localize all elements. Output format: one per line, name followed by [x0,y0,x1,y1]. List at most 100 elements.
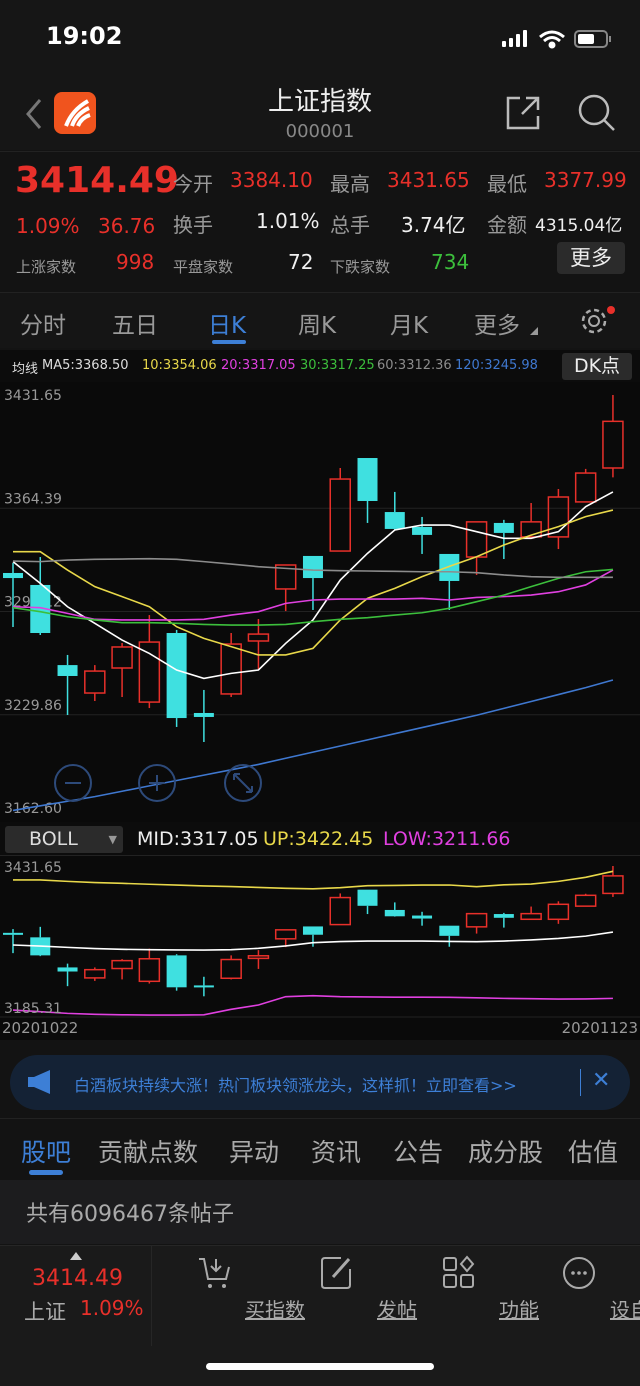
y-tick-label: 3431.65 [4,388,62,404]
tab-intraday[interactable]: 分时 [20,313,66,339]
close-icon[interactable]: ✕ [592,1068,611,1093]
wifi-icon [539,30,565,49]
candle-up [220,643,242,695]
status-time: 19:02 [46,22,123,50]
candle-down [493,522,514,533]
line-mid [12,931,614,951]
candle-down [3,932,23,935]
ma120-value: 120:3245.98 [455,358,538,373]
boll-header: BOLL ▼ MID:3317.05 UP:3422.45 LOW:3211.66 [0,822,640,855]
tab-announcements[interactable]: 公告 [393,1138,444,1167]
up-count-label: 上涨家数 [16,258,77,276]
tab-news[interactable]: 资讯 [311,1138,362,1167]
settings-icon[interactable] [578,304,618,338]
low-value: 3377.99 [544,168,627,192]
status-bar: 19:02 [0,0,640,75]
banner-text[interactable]: 白酒板块持续大涨！热门板块领涨龙头，这样抓！立即查看>> [74,1076,517,1095]
line-ma60 [12,557,613,579]
candle-up [574,472,597,503]
candle-down [166,955,187,988]
amount-value: 4315.04亿 [535,216,623,236]
candle-down [30,584,51,634]
content-tabs: 股吧 贡献点数 异动 资讯 公告 成分股 估值 [0,1118,640,1178]
ma10-value: 10:3354.06 [142,358,217,373]
down-count-label: 下跌家数 [330,258,391,276]
zoom-button-ring [224,764,262,802]
candle-down [302,926,323,935]
candle-up [574,894,597,907]
y-tick-label: 3229.86 [4,698,62,714]
promo-banner[interactable]: 白酒板块持续大涨！热门板块领涨龙头，这样抓！立即查看>> ✕ [10,1055,630,1110]
candle-up [111,646,133,669]
tab-valuation[interactable]: 估值 [568,1138,619,1167]
tab-more-periods[interactable]: 更多 [474,313,520,339]
tab-constituents[interactable]: 成分股 [468,1138,544,1167]
volume-value: 3.74亿 [401,213,466,237]
up-arrow-icon [70,1252,82,1260]
turnover-value: 1.01% [256,209,320,233]
zoom-plus-icon[interactable] [138,764,176,802]
tab-contribution[interactable]: 贡献点数 [98,1138,199,1167]
candle-down [3,572,23,579]
candle-up [547,903,570,921]
tab-weekly-k[interactable]: 周K [298,313,337,339]
grid-icon [443,1255,475,1288]
candle-down [193,712,214,717]
share-icon[interactable] [504,94,542,132]
line-ma10 [13,509,614,656]
index-summary[interactable]: 3414.49 上证 1.09% [0,1246,152,1346]
indicator-select[interactable]: BOLL ▼ [5,826,123,853]
bottom-index-name: 上证 [24,1300,66,1324]
dk-points-button[interactable]: DK点 [562,353,632,380]
post-count: 共有6096467条帖子 [0,1180,640,1244]
x-tick-label: 20201123 [562,1019,638,1037]
line-low [12,994,613,1016]
dropdown-triangle-icon [530,327,538,335]
line-ma30 [12,568,614,626]
line-ma120 [12,679,614,812]
candle-up [602,875,624,895]
candle-up [84,670,106,694]
back-icon[interactable] [22,97,46,131]
candle-down [166,633,187,719]
open-label: 今开 [173,172,213,196]
flat-count-label: 平盘家数 [173,258,234,276]
tab-guba[interactable]: 股吧 [21,1138,72,1167]
buy-index-label: 买指数 [245,1298,305,1322]
high-value: 3431.65 [387,168,470,192]
line-ma5 [12,491,614,680]
more-quote-button[interactable]: 更多 [557,242,625,274]
candle-down [357,458,378,501]
zoom-expand-icon[interactable] [224,764,262,802]
bottom-bar: 3414.49 上证 1.09% 买指数 发帖 功能 设自选 [0,1245,640,1386]
bottom-price: 3414.49 [32,1266,123,1291]
banner-divider [580,1069,581,1096]
stock-code: 000001 [285,121,355,142]
line-up [13,870,614,890]
quote-panel: 3414.49 1.09% 36.76 今开 3384.10 最高 3431.6… [0,151,640,290]
tab-monthly-k[interactable]: 月K [390,313,429,339]
tab-movers[interactable]: 异动 [229,1138,280,1167]
candle-up [329,478,351,552]
candle-down [493,914,514,918]
high-label: 最高 [330,172,370,196]
tab-five-day[interactable]: 五日 [112,313,158,339]
candle-up [274,929,297,940]
x-tick-label: 20201022 [2,1019,78,1037]
home-indicator[interactable] [206,1363,434,1370]
search-icon[interactable] [576,92,618,134]
boll-up: UP:3422.45 [263,828,374,850]
ma-title: 均线 [12,362,39,377]
boll-chart[interactable]: 3431.65 3185.31 20201022 20201123 [0,855,640,1040]
ma5-value: MA5:3368.50 [42,358,129,373]
y-tick-label: 3364.39 [4,491,62,507]
page-title: 上证指数 [267,87,372,117]
tab-daily-k[interactable]: 日K [208,313,247,339]
candle-down [57,665,78,676]
candle-down [439,553,460,581]
zoom-minus-icon[interactable] [54,764,92,802]
down-count: 734 [431,250,470,274]
zoom-button-ring [138,764,176,802]
open-value: 3384.10 [230,168,313,192]
